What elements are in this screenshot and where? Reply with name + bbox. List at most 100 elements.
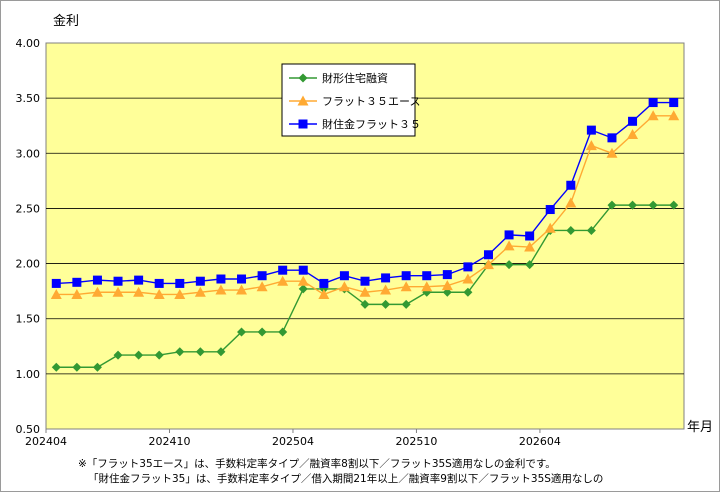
data-point [669, 200, 679, 210]
data-point [504, 260, 514, 270]
x-tick-label: 202604 [519, 435, 561, 448]
data-point [585, 140, 597, 151]
y-axis-label: 金利 [53, 13, 79, 29]
data-point [278, 265, 288, 275]
data-point [441, 280, 453, 291]
data-point [195, 276, 205, 286]
data-point [648, 98, 658, 108]
data-point [380, 284, 392, 295]
data-point [381, 273, 391, 283]
y-tick-label: 1.50 [16, 313, 41, 326]
data-point [401, 299, 411, 309]
data-point [51, 362, 61, 372]
data-point [174, 288, 186, 299]
data-point [360, 276, 370, 286]
data-point [381, 299, 391, 309]
data-point [359, 286, 371, 297]
data-point [606, 147, 618, 158]
data-point [482, 259, 494, 270]
data-point [257, 327, 267, 337]
data-point [318, 288, 330, 299]
data-point [134, 350, 144, 360]
data-point [297, 275, 309, 286]
data-point [237, 327, 247, 337]
data-point [215, 284, 227, 295]
data-point [319, 278, 329, 288]
data-point [153, 288, 165, 299]
legend-swatch-marker [297, 95, 309, 106]
data-point [113, 350, 123, 360]
data-point [463, 287, 473, 297]
legend-item: 財住金フラット３５ [289, 117, 421, 131]
data-point [565, 197, 577, 208]
data-point [277, 275, 289, 286]
data-point [154, 278, 164, 288]
data-point [112, 286, 124, 297]
data-point [669, 98, 679, 108]
data-point [401, 271, 411, 281]
data-point [504, 230, 514, 240]
x-tick-label: 202404 [25, 435, 67, 448]
legend-item: 財形住宅融資 [289, 71, 388, 85]
data-point [442, 270, 452, 280]
legend-label: フラット３５エース [322, 95, 420, 108]
data-point [525, 231, 535, 241]
data-point [72, 277, 82, 287]
data-point [628, 116, 638, 126]
data-point [421, 281, 433, 292]
data-point [133, 286, 145, 297]
data-point [175, 347, 185, 357]
data-point [463, 262, 473, 272]
y-tick-label: 4.00 [16, 37, 41, 50]
data-point [92, 362, 102, 372]
y-tick-label: 3.00 [16, 147, 41, 160]
y-tick-labels: 0.50 1.00 1.50 2.00 2.50 3.00 3.50 4.00 [16, 37, 41, 436]
data-point [134, 275, 144, 285]
footnote-line-1: ※「フラット35エース」は、手数料定率タイプ／融資率8割以下／フラット35S適用… [78, 458, 556, 470]
data-point [400, 281, 412, 292]
data-point [278, 327, 288, 337]
data-point [51, 278, 61, 288]
y-tick-label: 2.00 [16, 258, 41, 271]
data-point [627, 129, 639, 140]
data-point [91, 286, 103, 297]
data-point [195, 347, 205, 357]
data-point [257, 271, 267, 281]
legend-swatch-marker [298, 73, 308, 83]
series-group [50, 98, 680, 372]
data-point [422, 271, 432, 281]
data-point [236, 284, 248, 295]
data-point [113, 276, 123, 286]
data-point [503, 240, 515, 251]
legend-item: フラット３５エース [289, 95, 420, 108]
data-point [256, 281, 268, 292]
data-point [566, 225, 576, 235]
x-tick-labels: 202404 202410 202504 202510 202604 [25, 429, 561, 448]
data-point [92, 275, 102, 285]
data-point [607, 133, 617, 143]
data-point [50, 288, 62, 299]
data-point [628, 200, 638, 210]
data-point [216, 274, 226, 284]
legend-label: 財形住宅融資 [322, 71, 388, 85]
data-point [216, 347, 226, 357]
data-point [237, 274, 247, 284]
legend-label: 財住金フラット３５ [322, 117, 421, 131]
x-tick-label: 202410 [148, 435, 190, 448]
data-point [524, 241, 536, 252]
data-point [462, 273, 474, 284]
y-tick-label: 3.50 [16, 92, 41, 105]
data-point [525, 260, 535, 270]
data-point [154, 350, 164, 360]
data-point [647, 110, 659, 121]
series-3 [51, 98, 679, 288]
y-tick-label: 0.50 [16, 423, 41, 436]
data-point [483, 250, 493, 260]
y-tick-label: 1.00 [16, 368, 41, 381]
data-point [298, 265, 308, 275]
data-point [607, 200, 617, 210]
data-point [71, 288, 83, 299]
